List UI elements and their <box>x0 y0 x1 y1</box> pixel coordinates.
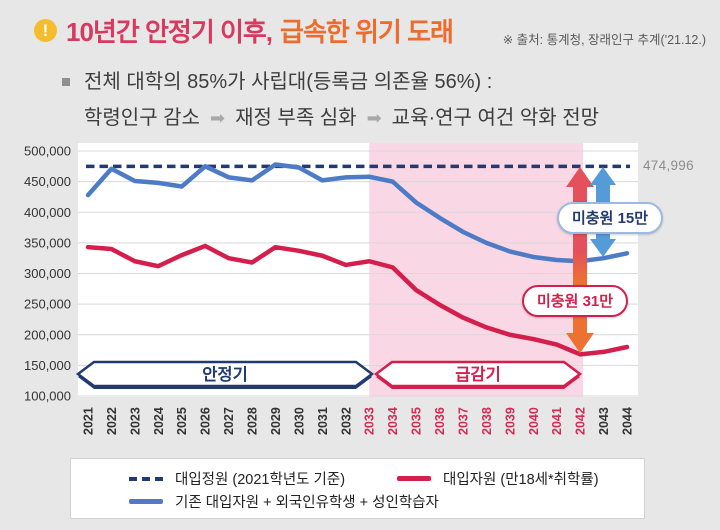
svg-text:200,000: 200,000 <box>24 327 71 342</box>
legend-row: 기존 대입자원 + 외국인유학생 + 성인학습자 <box>129 490 644 513</box>
square-bullet-icon <box>62 78 70 86</box>
svg-text:2026: 2026 <box>199 407 213 435</box>
svg-text:150,000: 150,000 <box>24 358 71 373</box>
summary-line2: 학령인구 감소 ➡ 재정 부족 심화 ➡ 교육·연구 여건 악화 전망 <box>60 102 710 134</box>
legend-item-capacity: 대입정원 (2021학년도 기준) <box>129 468 397 489</box>
summary: 전체 대학의 85%가 사립대(등록금 의존율 56%) : 학령인구 감소 ➡ 재… <box>60 66 710 134</box>
warning-icon: ! <box>34 19 57 42</box>
summary-line1: 전체 대학의 85%가 사립대(등록금 의존율 56%) : <box>60 66 710 98</box>
svg-text:2040: 2040 <box>527 407 541 435</box>
svg-text:500,000: 500,000 <box>24 144 71 159</box>
red-line-swatch-icon <box>397 476 431 481</box>
stable-banner-label: 안정기 <box>202 365 248 384</box>
svg-text:100,000: 100,000 <box>24 389 71 404</box>
summary-line1-text: 전체 대학의 85%가 사립대(등록금 의존율 56%) : <box>84 71 493 93</box>
svg-text:2033: 2033 <box>363 407 377 435</box>
svg-text:2029: 2029 <box>269 407 283 435</box>
legend-label-combined: 기존 대입자원 + 외국인유학생 + 성인학습자 <box>175 495 439 511</box>
svg-text:2021: 2021 <box>82 407 96 435</box>
svg-text:2036: 2036 <box>433 407 447 435</box>
chart-legend: 대입정원 (2021학년도 기준) 대입자원 (만18세*취학률) 기존 대입자… <box>70 458 645 519</box>
arrow-right-icon: ➡ <box>209 108 226 128</box>
summary-step1: 학령인구 감소 <box>84 107 200 129</box>
chart-canvas: 안정기 급감기 100,000 150,000 200,000 250,000 300,… <box>24 143 638 436</box>
summary-step2: 재정 부족 심화 <box>235 107 357 129</box>
axis-labels: 100,000 150,000 200,000 250,000 300,000 350,0… <box>24 144 635 436</box>
legend-label-resource: 대입자원 (만18세*취학률) <box>443 472 599 488</box>
legend-item-combined: 기존 대입자원 + 외국인유학생 + 성인학습자 <box>129 491 439 512</box>
blue-line-swatch-icon <box>129 499 163 504</box>
svg-text:450,000: 450,000 <box>24 174 71 189</box>
summary-step3: 교육·연구 여건 악화 전망 <box>391 107 600 129</box>
svg-text:2030: 2030 <box>292 407 306 435</box>
svg-text:350,000: 350,000 <box>24 235 71 250</box>
shortfall-15-badge: 미충원 15만 <box>557 202 664 234</box>
svg-text:2022: 2022 <box>105 407 119 435</box>
svg-text:2039: 2039 <box>503 407 517 435</box>
stable-banner <box>75 360 375 388</box>
source-note: ※ 출처: 통계청, 장래인구 추계('21.12.) <box>502 33 706 47</box>
capacity-value-label: 474,996 <box>643 158 694 173</box>
svg-text:2031: 2031 <box>316 407 330 435</box>
arrow-right-icon: ➡ <box>366 108 382 128</box>
page-title-part2: 급속한 위기 도래 <box>280 17 454 47</box>
svg-text:2042: 2042 <box>574 407 588 435</box>
svg-text:2041: 2041 <box>550 407 564 435</box>
page-title-part1: 10년간 안정기 이후, <box>66 17 273 47</box>
period-banners: 안정기 급감기 <box>75 360 583 389</box>
header: ! 10년간 안정기 이후, 급속한 위기 도래 ※ 출처: 통계청, 장래인구 … <box>34 12 708 54</box>
enrollment-chart: 안정기 급감기 100,000 150,000 200,000 250,000 300,… <box>0 140 720 455</box>
legend-label-capacity: 대입정원 (2021학년도 기준) <box>175 472 346 488</box>
svg-text:2043: 2043 <box>597 407 611 435</box>
legend-row: 대입정원 (2021학년도 기준) 대입자원 (만18세*취학률) <box>129 467 644 490</box>
page-title: 10년간 안정기 이후, 급속한 위기 도래 <box>66 12 454 49</box>
svg-text:2037: 2037 <box>456 407 470 435</box>
svg-text:2028: 2028 <box>246 407 260 435</box>
svg-text:2035: 2035 <box>410 407 424 435</box>
data-series <box>85 162 630 357</box>
svg-text:2027: 2027 <box>222 407 236 435</box>
decline-banner <box>373 360 583 388</box>
svg-text:2023: 2023 <box>128 407 142 435</box>
shortfall-31-badge: 미충원 31만 <box>522 285 629 317</box>
svg-text:250,000: 250,000 <box>24 297 71 312</box>
svg-text:2034: 2034 <box>386 407 400 435</box>
svg-text:300,000: 300,000 <box>24 266 71 281</box>
dashed-line-swatch-icon <box>129 476 163 481</box>
svg-text:2025: 2025 <box>175 407 189 435</box>
svg-text:400,000: 400,000 <box>24 205 71 220</box>
svg-text:2024: 2024 <box>152 407 166 435</box>
svg-text:2044: 2044 <box>621 407 635 435</box>
decline-banner-label: 급감기 <box>455 365 501 384</box>
legend-item-resource: 대입자원 (만18세*취학률) <box>397 468 599 489</box>
svg-text:2032: 2032 <box>339 407 353 435</box>
plot-background <box>78 143 638 397</box>
svg-text:2038: 2038 <box>480 407 494 435</box>
